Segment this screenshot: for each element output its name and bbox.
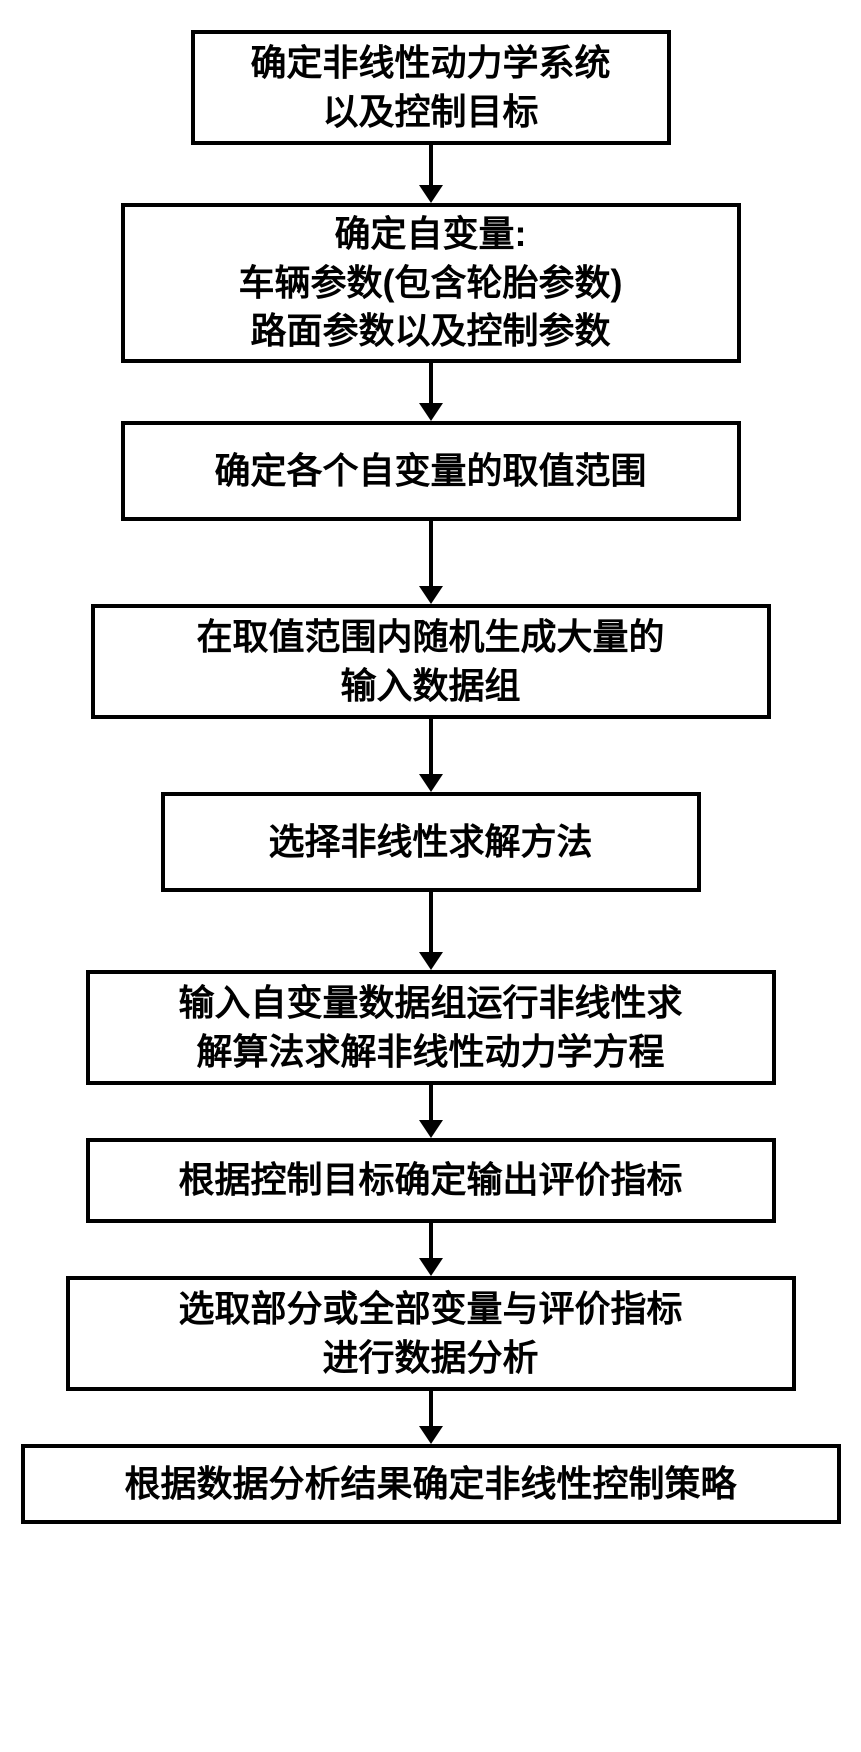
flowchart-step-2: 确定自变量: 车辆参数(包含轮胎参数) 路面参数以及控制参数: [121, 203, 741, 363]
step-text-line: 在取值范围内随机生成大量的: [196, 613, 664, 662]
flow-arrow: [419, 1085, 443, 1138]
step-text-line: 确定非线性动力学系统: [250, 39, 610, 88]
arrow-head-icon: [419, 952, 443, 970]
arrow-head-icon: [419, 586, 443, 604]
step-text-line: 以及控制目标: [322, 88, 538, 137]
arrow-line: [429, 145, 433, 185]
flow-arrow: [419, 892, 443, 970]
step-text-line: 根据数据分析结果确定非线性控制策略: [124, 1460, 736, 1509]
step-text-line: 选取部分或全部变量与评价指标: [178, 1285, 682, 1334]
arrow-line: [429, 1085, 433, 1120]
step-text-line: 路面参数以及控制参数: [250, 307, 610, 356]
arrow-line: [429, 521, 433, 586]
step-text-line: 解算法求解非线性动力学方程: [196, 1028, 664, 1077]
arrow-head-icon: [419, 1426, 443, 1444]
arrow-line: [429, 719, 433, 774]
flowchart-step-6: 输入自变量数据组运行非线性求 解算法求解非线性动力学方程: [86, 970, 776, 1085]
flowchart-step-8: 选取部分或全部变量与评价指标 进行数据分析: [66, 1276, 796, 1391]
flowchart-step-4: 在取值范围内随机生成大量的 输入数据组: [91, 604, 771, 719]
step-text-line: 确定各个自变量的取值范围: [214, 447, 646, 496]
step-text-line: 进行数据分析: [322, 1334, 538, 1383]
flow-arrow: [419, 1391, 443, 1444]
flow-arrow: [419, 521, 443, 604]
flow-arrow: [419, 363, 443, 421]
step-text-line: 确定自变量:: [335, 210, 527, 259]
step-text-line: 选择非线性求解方法: [268, 818, 592, 867]
step-text-line: 车辆参数(包含轮胎参数): [239, 259, 623, 308]
flow-arrow: [419, 145, 443, 203]
flowchart-step-3: 确定各个自变量的取值范围: [121, 421, 741, 521]
step-text-line: 根据控制目标确定输出评价指标: [178, 1156, 682, 1205]
arrow-head-icon: [419, 1120, 443, 1138]
arrow-line: [429, 363, 433, 403]
flow-arrow: [419, 1223, 443, 1276]
flowchart-step-7: 根据控制目标确定输出评价指标: [86, 1138, 776, 1223]
arrow-line: [429, 1391, 433, 1426]
arrow-head-icon: [419, 403, 443, 421]
flowchart-step-9: 根据数据分析结果确定非线性控制策略: [21, 1444, 841, 1524]
flow-arrow: [419, 719, 443, 792]
arrow-line: [429, 1223, 433, 1258]
arrow-head-icon: [419, 774, 443, 792]
arrow-line: [429, 892, 433, 952]
flowchart-step-5: 选择非线性求解方法: [161, 792, 701, 892]
flowchart-step-1: 确定非线性动力学系统 以及控制目标: [191, 30, 671, 145]
step-text-line: 输入自变量数据组运行非线性求: [178, 979, 682, 1028]
step-text-line: 输入数据组: [340, 662, 520, 711]
arrow-head-icon: [419, 185, 443, 203]
arrow-head-icon: [419, 1258, 443, 1276]
flowchart-container: 确定非线性动力学系统 以及控制目标 确定自变量: 车辆参数(包含轮胎参数) 路面…: [0, 30, 861, 1524]
